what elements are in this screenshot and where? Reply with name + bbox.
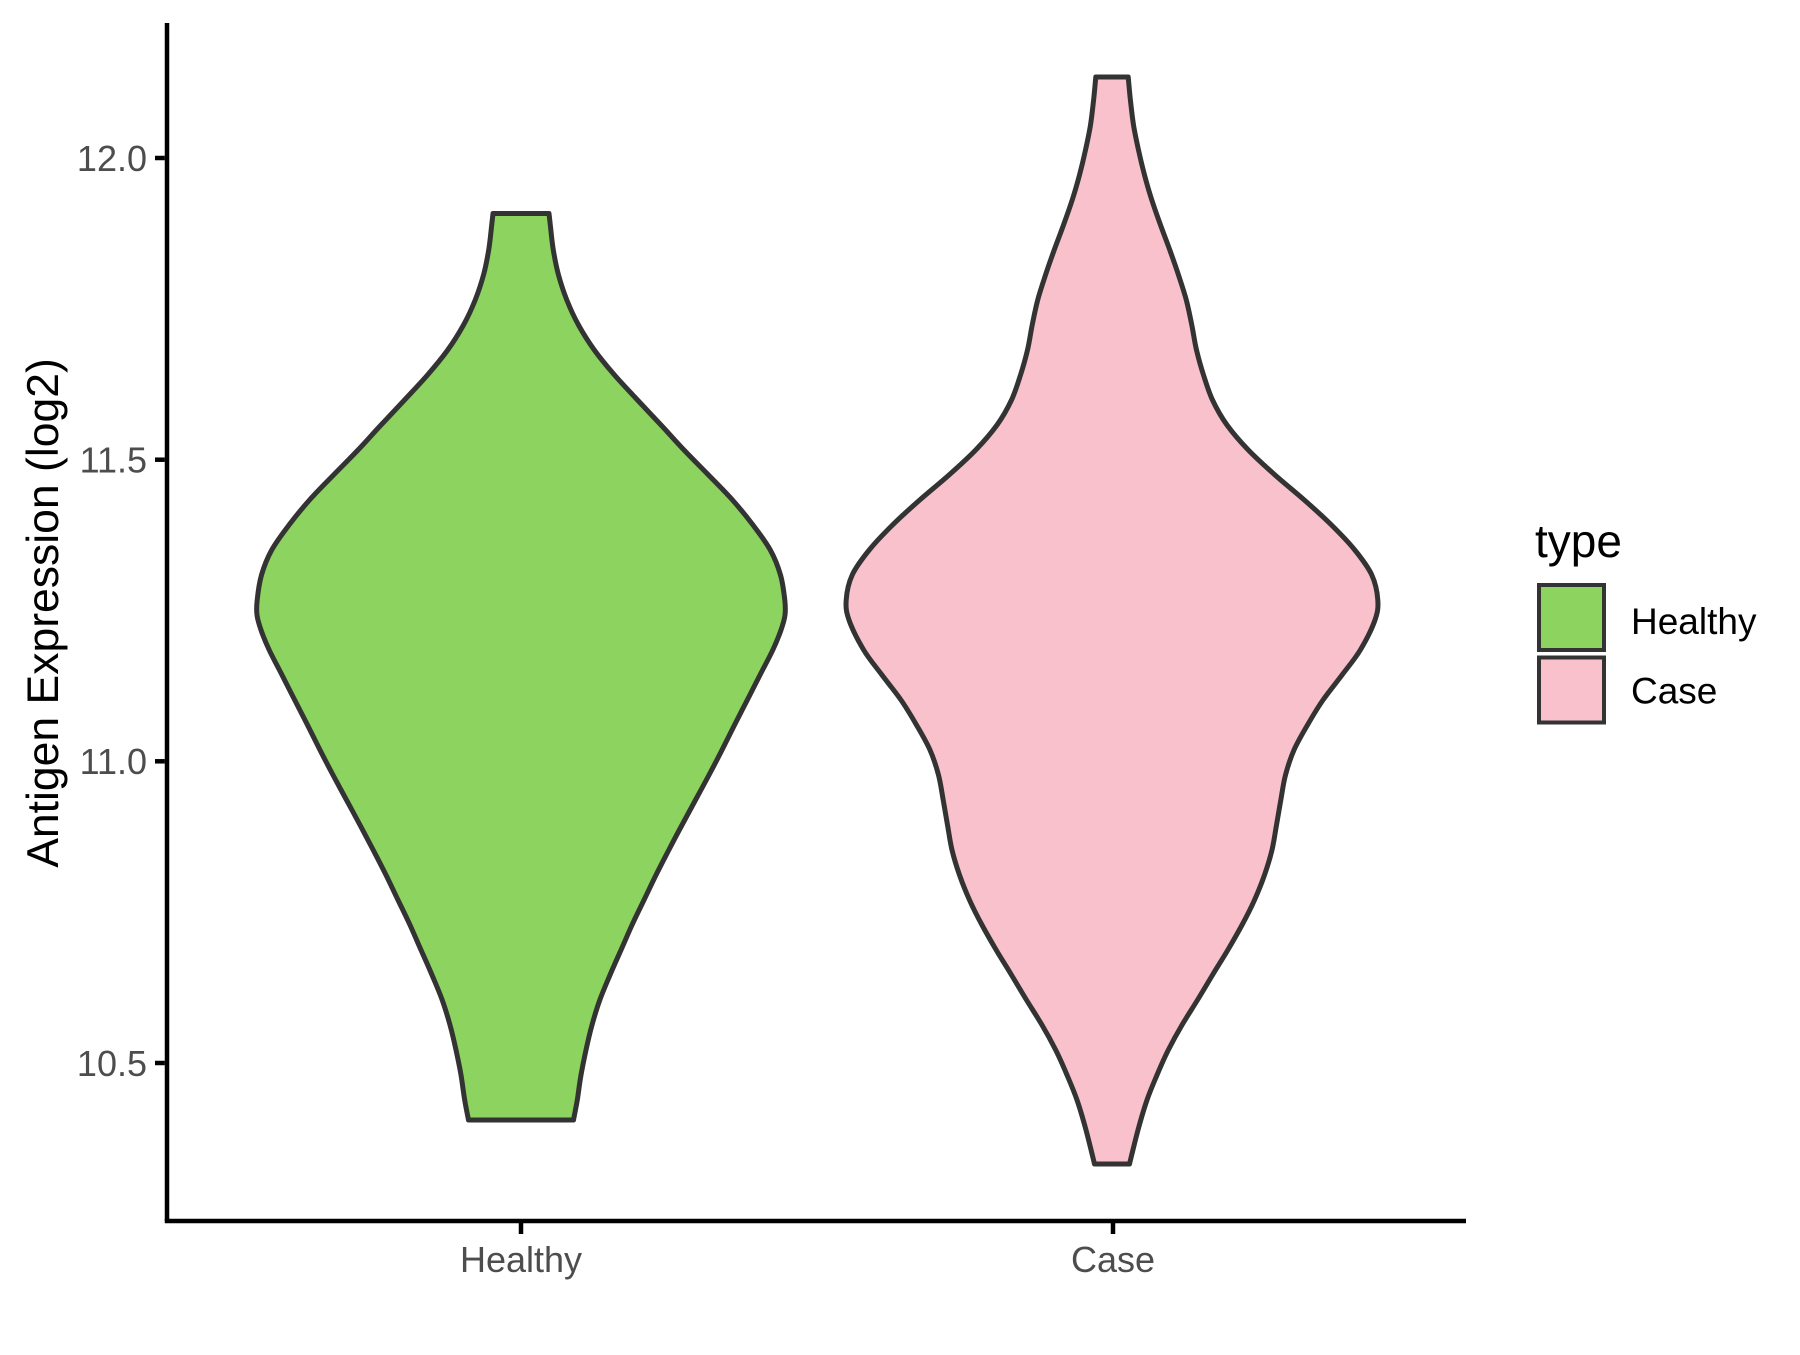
svg-text:11.0: 11.0	[80, 741, 147, 782]
svg-text:10.5: 10.5	[77, 1043, 147, 1084]
svg-text:11.5: 11.5	[80, 440, 147, 481]
svg-text:Healthy: Healthy	[1631, 601, 1757, 642]
svg-text:Case: Case	[1071, 1239, 1155, 1280]
svg-text:Antigen Expression (log2): Antigen Expression (log2)	[19, 358, 68, 868]
svg-text:type: type	[1535, 515, 1622, 567]
svg-text:Healthy: Healthy	[460, 1239, 582, 1280]
svg-text:12.0: 12.0	[77, 138, 147, 179]
svg-text:Case: Case	[1631, 671, 1717, 712]
